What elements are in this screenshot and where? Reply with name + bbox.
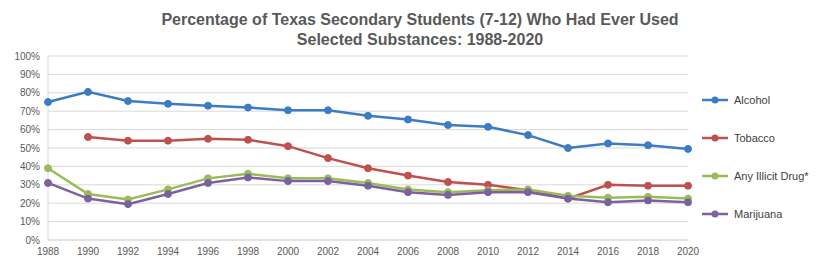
svg-text:1992: 1992 xyxy=(117,246,140,257)
svg-text:2018: 2018 xyxy=(637,246,660,257)
svg-text:0%: 0% xyxy=(26,235,41,246)
html-text:Any Illicit Drug*: Any Illicit Drug* xyxy=(734,170,809,182)
svg-text:2004: 2004 xyxy=(357,246,380,257)
svg-text:1996: 1996 xyxy=(197,246,220,257)
svg-text:30%: 30% xyxy=(20,179,40,190)
svg-text:1998: 1998 xyxy=(237,246,260,257)
svg-text:1990: 1990 xyxy=(77,246,100,257)
svg-text:90%: 90% xyxy=(20,69,40,80)
svg-text:2006: 2006 xyxy=(397,246,420,257)
svg-text:2012: 2012 xyxy=(517,246,540,257)
svg-text:2014: 2014 xyxy=(557,246,580,257)
svg-text:80%: 80% xyxy=(20,87,40,98)
html-text:Tobacco: Tobacco xyxy=(734,132,775,144)
svg-text:2016: 2016 xyxy=(597,246,620,257)
svg-text:70%: 70% xyxy=(20,106,40,117)
svg-text:10%: 10% xyxy=(20,216,40,227)
svg-text:1994: 1994 xyxy=(157,246,180,257)
svg-text:100%: 100% xyxy=(14,52,40,62)
svg-text:2002: 2002 xyxy=(317,246,340,257)
svg-text:2000: 2000 xyxy=(277,246,300,257)
svg-text:1988: 1988 xyxy=(37,246,60,257)
html-text:Alcohol: Alcohol xyxy=(734,94,771,106)
html-text:Marijuana: Marijuana xyxy=(734,208,783,220)
svg-text:2008: 2008 xyxy=(437,246,460,257)
svg-text:2020: 2020 xyxy=(677,246,700,257)
svg-text:20%: 20% xyxy=(20,198,40,209)
svg-text:50%: 50% xyxy=(20,143,40,154)
svg-text:2010: 2010 xyxy=(477,246,500,257)
svg-text:60%: 60% xyxy=(20,124,40,135)
html-text:Percentage of Texas Secondary: Percentage of Texas Secondary Students (… xyxy=(161,11,679,48)
svg-text:40%: 40% xyxy=(20,161,40,172)
